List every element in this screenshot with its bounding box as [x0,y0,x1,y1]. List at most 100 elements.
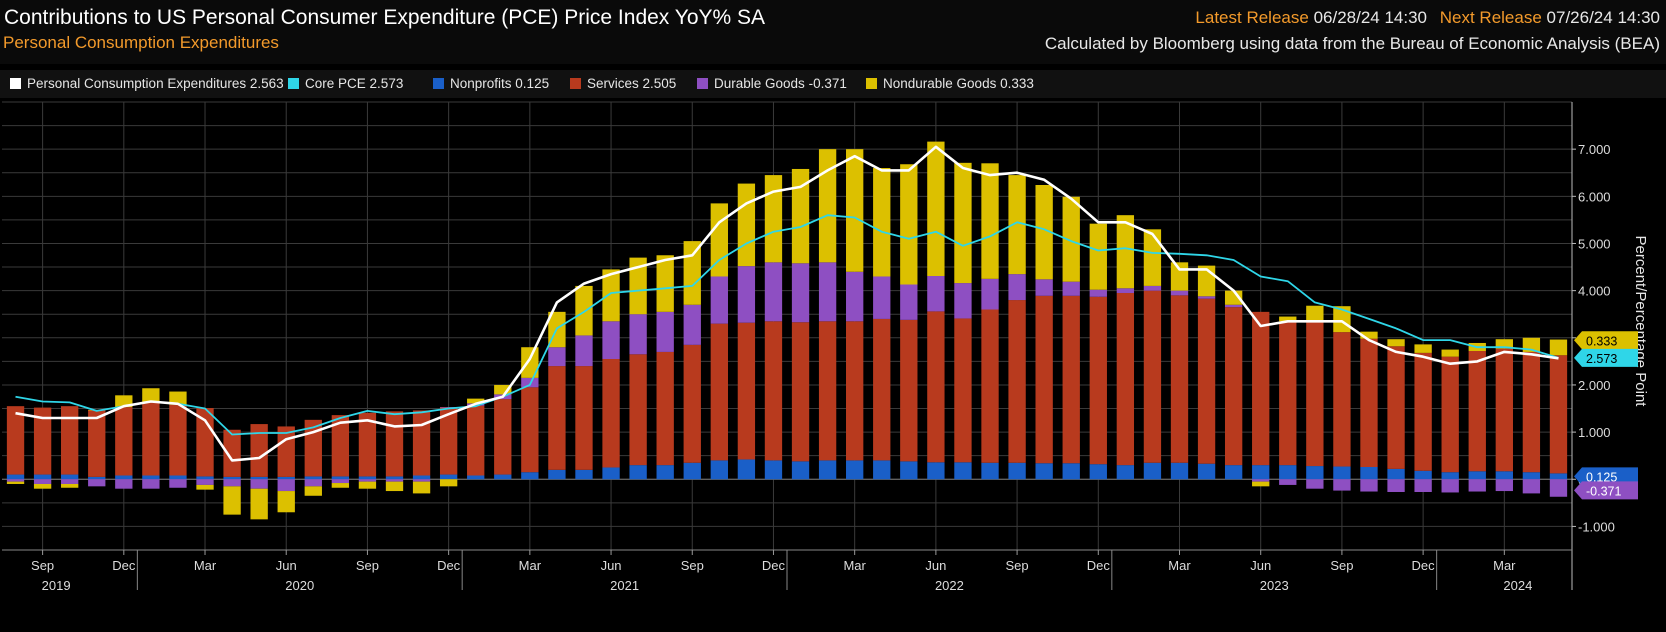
legend-item-pce[interactable]: Personal Consumption Expenditures 2.563 [10,76,284,91]
bar-nondurable [1116,215,1135,289]
bar-services [169,404,187,476]
bar-nonprofits [1495,471,1513,480]
bar-nonprofits [846,460,864,480]
x-month-label: Dec [112,558,136,573]
bar-durable [846,271,864,322]
next-release-label: Next Release [1439,8,1542,27]
bar-services [439,407,458,475]
next-release-value: 07/26/24 14:30 [1546,8,1660,27]
value-tag-nonprofits: 0.125 [1574,467,1638,486]
latest-release-value: 06/28/24 14:30 [1313,8,1428,27]
legend-item-services[interactable]: Services 2.505 [570,76,676,91]
bar-nondurable [1252,481,1270,487]
y-tick-label: 7.000 [1578,142,1611,157]
bar-services [88,409,106,477]
bar-durable [548,347,566,367]
bar-nonprofits [764,460,783,480]
x-year-label: 2021 [610,578,639,593]
bar-durable [196,479,214,485]
bar-nondurable [412,481,431,494]
bar-durable [1414,479,1432,492]
bar-durable [223,479,241,487]
bar-services [927,311,945,463]
bar-services [358,412,377,477]
bar-nonprofits [1197,463,1216,480]
bar-durable [1333,479,1351,491]
bar-durable [61,479,79,484]
value-tag-durable: -0.371 [1574,481,1638,500]
bar-nonprofits [223,476,241,480]
chart-title: Contributions to US Personal Consumer Ex… [4,6,766,29]
bar-services [1170,295,1189,463]
bar-nonprofits [1333,466,1351,480]
x-year-label: 2023 [1260,578,1289,593]
bar-nondurable [61,483,79,488]
bar-durable [6,479,25,482]
bar-nondurable [1495,339,1513,349]
bar-services [1252,311,1270,466]
bar-services [764,321,783,461]
chart-legend: Personal Consumption Expenditures 2.563 … [0,70,1666,98]
bar-nondurable [1549,339,1568,356]
bar-nonprofits [656,465,674,480]
x-month-label: Jun [1250,558,1271,573]
bar-nonprofits [1089,464,1107,480]
bar-nonprofits [33,474,52,480]
bar-services [818,321,837,461]
legend-swatch-services [570,78,581,89]
bar-services [791,322,810,462]
bar-nondurable [115,395,133,408]
legend-item-nondurable-goods[interactable]: Nondurable Goods 0.333 [866,76,1034,91]
bar-nondurable [142,388,160,403]
legend-item-core-pce[interactable]: Core PCE 2.573 [288,76,403,91]
bar-durable [1197,296,1216,299]
legend-item-durable-goods[interactable]: Durable Goods -0.371 [697,76,847,91]
bar-durable [602,321,620,360]
bar-nondurable [331,483,350,488]
bar-nondurable [1441,349,1459,357]
value-tag-core: 2.573 [1574,348,1638,367]
chart-subtitle: Personal Consumption Expenditures [3,33,279,52]
bar-durable [629,314,647,355]
legend-label-nonprofits: Nonprofits [450,76,512,91]
bar-durable [1549,479,1568,497]
bar-services [1522,351,1541,473]
bar-durable [683,304,701,345]
legend-value-services: 2.505 [642,76,677,91]
bar-nondurable [196,484,214,490]
bar-durable [710,276,728,324]
bar-nonprofits [737,459,756,480]
bar-nonprofits [900,461,918,480]
bar-durable [250,479,268,489]
bar-nondurable [683,241,701,305]
bar-services [683,344,701,463]
bar-nondurable [385,481,404,492]
bar-nonprofits [1116,465,1135,480]
bar-services [223,429,241,477]
bar-nonprofits [115,475,133,480]
bar-services [61,406,79,475]
bars-layer [6,141,1568,520]
bar-nonprofits [6,474,25,480]
value-tag-shape [1574,467,1638,486]
value-tag-shape [1574,481,1638,500]
legend-label-pce: Personal Consumption Expenditures [27,76,247,91]
bar-services [1035,295,1053,464]
bar-durable [142,479,160,489]
bar-durable [1306,479,1324,489]
x-year-label: 2019 [42,578,71,593]
x-month-label: Sep [1330,558,1353,573]
bar-nondurable [250,488,268,520]
x-month-label: Mar [843,558,866,573]
legend-swatch-nondurable-goods [866,78,877,89]
bar-durable [169,479,187,488]
legend-item-nonprofits[interactable]: Nonprofits 0.125 [433,76,549,91]
bar-services [1062,295,1080,464]
bar-durable [1495,479,1513,492]
value-tag-text: 0.333 [1586,334,1617,348]
bar-nonprofits [683,462,701,480]
legend-value-core-pce: 2.573 [369,76,404,91]
bar-durable [900,284,918,320]
bar-nondurable [602,269,620,322]
legend-value-nonprofits: 0.125 [515,76,550,91]
